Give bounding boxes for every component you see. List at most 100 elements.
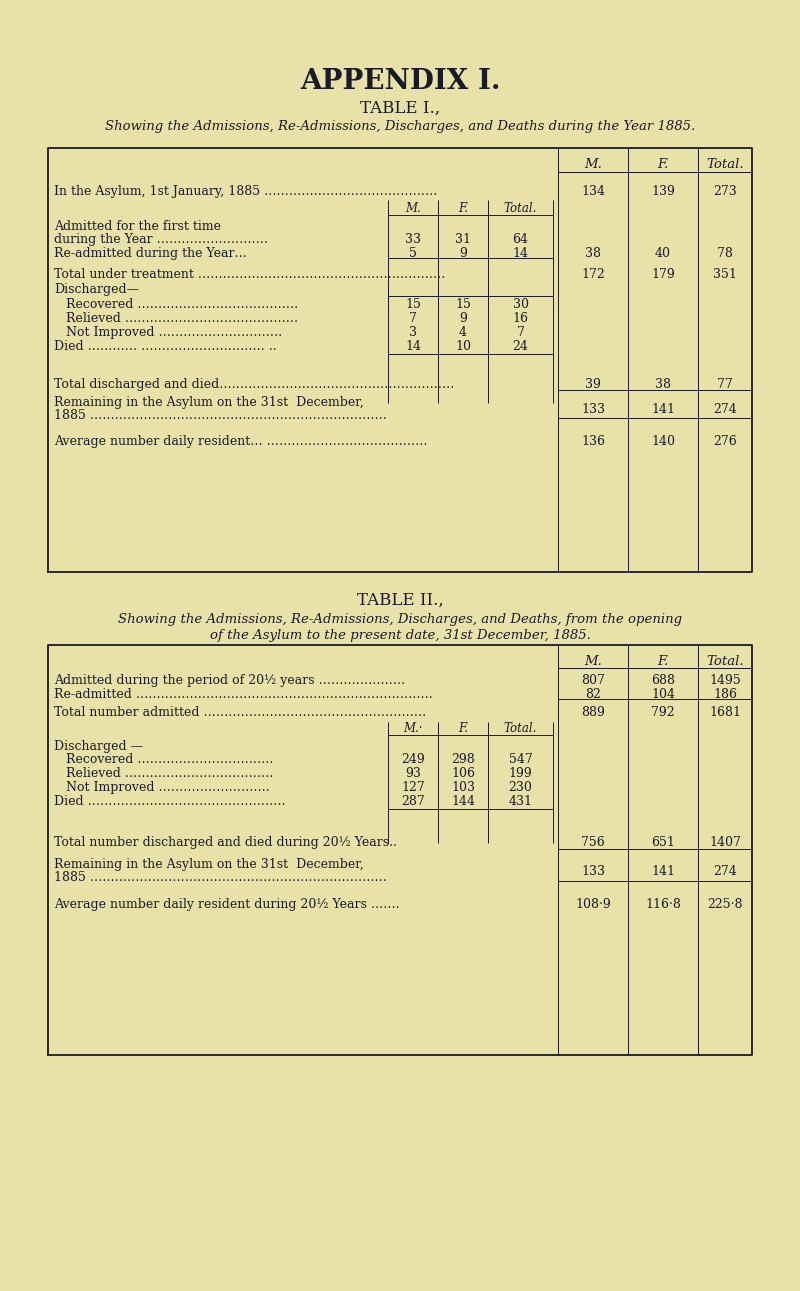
Text: 77: 77 <box>717 378 733 391</box>
Text: M.·: M.· <box>403 722 422 735</box>
Text: F.: F. <box>458 722 468 735</box>
Text: 1495: 1495 <box>709 674 741 687</box>
Text: F.: F. <box>658 655 669 667</box>
Text: 15: 15 <box>455 298 471 311</box>
Text: 30: 30 <box>513 298 529 311</box>
Text: 82: 82 <box>585 688 601 701</box>
Text: Total.: Total. <box>504 201 537 216</box>
Text: 792: 792 <box>651 706 675 719</box>
Text: 40: 40 <box>655 247 671 259</box>
Text: 93: 93 <box>405 767 421 780</box>
Text: 199: 199 <box>509 767 532 780</box>
Text: 1885 ………………………………………………………………: 1885 ……………………………………………………………… <box>54 871 387 884</box>
Text: 186: 186 <box>713 688 737 701</box>
Text: Relieved ……………………………………: Relieved …………………………………… <box>66 312 298 325</box>
Text: 38: 38 <box>655 378 671 391</box>
Text: 9: 9 <box>459 247 467 259</box>
Text: Relieved ………………………………: Relieved ……………………………… <box>66 767 274 780</box>
Text: Average number daily resident during 20½ Years …….: Average number daily resident during 20½… <box>54 899 399 911</box>
Text: Total number discharged and died during 20½ Years..: Total number discharged and died during … <box>54 837 397 849</box>
Text: Not Improved ………………………: Not Improved ……………………… <box>66 781 270 794</box>
Text: Showing the Admissions, Re-Admissions, Discharges, and Deaths during the Year 18: Showing the Admissions, Re-Admissions, D… <box>105 120 695 133</box>
Text: 1681: 1681 <box>709 706 741 719</box>
Text: 141: 141 <box>651 403 675 416</box>
Text: during the Year ………………………: during the Year ……………………… <box>54 232 268 247</box>
Text: 225·8: 225·8 <box>707 899 742 911</box>
Text: Not Improved …………………………: Not Improved ………………………… <box>66 327 282 340</box>
Text: 104: 104 <box>651 688 675 701</box>
Text: 33: 33 <box>405 232 421 247</box>
Text: Admitted for the first time: Admitted for the first time <box>54 219 221 232</box>
Text: 14: 14 <box>513 247 529 259</box>
Text: Admitted during the period of 20½ years …………………: Admitted during the period of 20½ years … <box>54 674 406 687</box>
Text: 38: 38 <box>585 247 601 259</box>
Text: 116·8: 116·8 <box>645 899 681 911</box>
Text: Re-admitted during the Year…: Re-admitted during the Year… <box>54 247 247 259</box>
Text: M.: M. <box>405 201 421 216</box>
Text: APPENDIX I.: APPENDIX I. <box>300 68 500 96</box>
Text: 108·9: 108·9 <box>575 899 611 911</box>
Text: Remaining in the Asylum on the 31st  December,: Remaining in the Asylum on the 31st Dece… <box>54 396 364 409</box>
Text: 64: 64 <box>513 232 529 247</box>
Text: 1885 ………………………………………………………………: 1885 ……………………………………………………………… <box>54 409 387 422</box>
Text: Died ………… ………………………… ..: Died ………… ………………………… .. <box>54 340 277 352</box>
Text: 16: 16 <box>513 312 529 325</box>
Text: of the Asylum to the present date, 31st December, 1885.: of the Asylum to the present date, 31st … <box>210 629 590 642</box>
Text: Total under treatment ……………………………………………………: Total under treatment ………………………………………………… <box>54 269 446 281</box>
Text: 7: 7 <box>409 312 417 325</box>
Text: M.: M. <box>584 158 602 170</box>
Text: 3: 3 <box>409 327 417 340</box>
Text: 431: 431 <box>509 795 533 808</box>
Text: 39: 39 <box>585 378 601 391</box>
Text: Total number admitted ………………………………………………: Total number admitted ……………………………………………… <box>54 706 426 719</box>
Text: Re-admitted ………………………………………………………………: Re-admitted ……………………………………………………………… <box>54 688 433 701</box>
Text: 651: 651 <box>651 837 675 849</box>
Text: 140: 140 <box>651 435 675 448</box>
Text: 807: 807 <box>581 674 605 687</box>
Text: 139: 139 <box>651 185 675 198</box>
Text: 136: 136 <box>581 435 605 448</box>
Text: Total.: Total. <box>706 655 744 667</box>
Text: 298: 298 <box>451 753 475 766</box>
Text: 172: 172 <box>581 269 605 281</box>
Text: Total.: Total. <box>504 722 537 735</box>
Text: Showing the Admissions, Re-Admissions, Discharges, and Deaths, from the opening: Showing the Admissions, Re-Admissions, D… <box>118 613 682 626</box>
Text: TABLE II.,: TABLE II., <box>357 593 443 609</box>
Text: M.: M. <box>584 655 602 667</box>
Text: 4: 4 <box>459 327 467 340</box>
Text: 31: 31 <box>455 232 471 247</box>
Text: 144: 144 <box>451 795 475 808</box>
Text: 103: 103 <box>451 781 475 794</box>
Text: F.: F. <box>658 158 669 170</box>
Text: Died …………………………………………: Died ………………………………………… <box>54 795 286 808</box>
Text: 287: 287 <box>401 795 425 808</box>
Text: 141: 141 <box>651 865 675 878</box>
Text: 547: 547 <box>509 753 532 766</box>
Text: Recovered …………………………………: Recovered ………………………………… <box>66 298 298 311</box>
Text: Remaining in the Asylum on the 31st  December,: Remaining in the Asylum on the 31st Dece… <box>54 859 364 871</box>
Text: 249: 249 <box>401 753 425 766</box>
Text: 889: 889 <box>581 706 605 719</box>
Text: Discharged—: Discharged— <box>54 283 139 296</box>
Text: 24: 24 <box>513 340 529 352</box>
Text: 106: 106 <box>451 767 475 780</box>
Text: 230: 230 <box>509 781 533 794</box>
Text: 276: 276 <box>713 435 737 448</box>
Text: F.: F. <box>458 201 468 216</box>
Text: 274: 274 <box>713 865 737 878</box>
Text: 7: 7 <box>517 327 525 340</box>
Text: Discharged —: Discharged — <box>54 740 143 753</box>
Text: 351: 351 <box>713 269 737 281</box>
Text: 1407: 1407 <box>709 837 741 849</box>
Text: 5: 5 <box>409 247 417 259</box>
Text: In the Asylum, 1st January, 1885 ……………………………………: In the Asylum, 1st January, 1885 …………………… <box>54 185 438 198</box>
Text: 756: 756 <box>581 837 605 849</box>
Text: 10: 10 <box>455 340 471 352</box>
Text: 15: 15 <box>405 298 421 311</box>
Text: Average number daily resident… …………………………………: Average number daily resident… ………………………… <box>54 435 427 448</box>
Text: 9: 9 <box>459 312 467 325</box>
Text: 14: 14 <box>405 340 421 352</box>
Text: 133: 133 <box>581 403 605 416</box>
Text: 273: 273 <box>713 185 737 198</box>
Text: 78: 78 <box>717 247 733 259</box>
